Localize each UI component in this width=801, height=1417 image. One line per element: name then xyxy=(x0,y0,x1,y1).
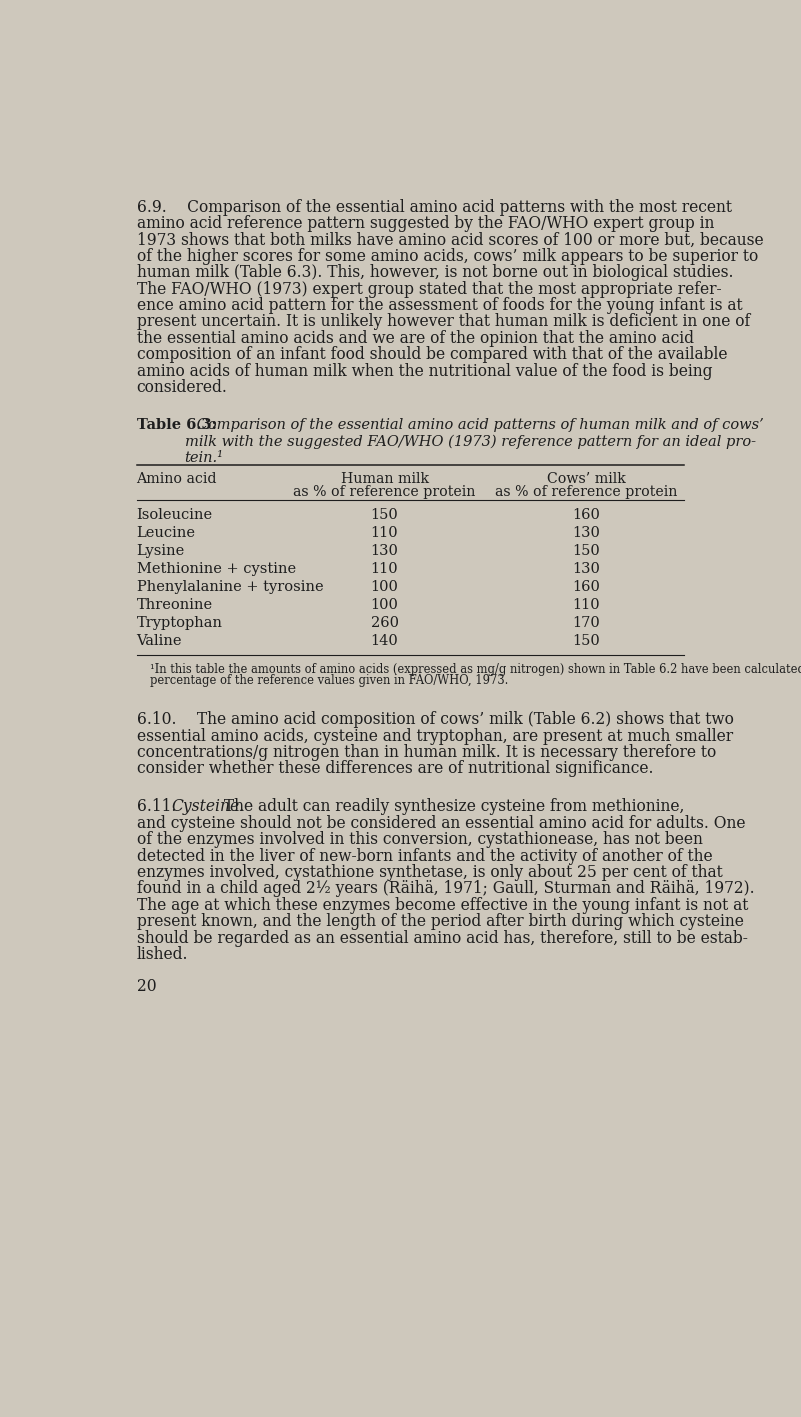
Text: of the higher scores for some amino acids, cows’ milk appears to be superior to: of the higher scores for some amino acid… xyxy=(136,248,758,265)
Text: Threonine: Threonine xyxy=(136,598,213,612)
Text: concentrations/g nitrogen than in human milk. It is necessary therefore to: concentrations/g nitrogen than in human … xyxy=(136,744,716,761)
Text: ¹In this table the amounts of amino acids (expressed as mg/g nitrogen) shown in : ¹In this table the amounts of amino acid… xyxy=(150,663,801,676)
Text: essential amino acids, cysteine and tryptophan, are present at much smaller: essential amino acids, cysteine and tryp… xyxy=(136,728,733,745)
Text: tein.¹: tein.¹ xyxy=(184,451,223,465)
Text: 6.11.: 6.11. xyxy=(136,798,196,815)
Text: Amino acid: Amino acid xyxy=(136,472,217,486)
Text: detected in the liver of new-born infants and the activity of another of the: detected in the liver of new-born infant… xyxy=(136,847,712,864)
Text: should be regarded as an essential amino acid has, therefore, still to be estab-: should be regarded as an essential amino… xyxy=(136,930,747,947)
Text: 150: 150 xyxy=(371,507,398,521)
Text: considered.: considered. xyxy=(136,378,227,395)
Text: The FAO/WHO (1973) expert group stated that the most appropriate refer-: The FAO/WHO (1973) expert group stated t… xyxy=(136,281,721,298)
Text: 110: 110 xyxy=(572,598,600,612)
Text: Cysteine.: Cysteine. xyxy=(171,798,244,815)
Text: the essential amino acids and we are of the opinion that the amino acid: the essential amino acids and we are of … xyxy=(136,330,694,347)
Text: 110: 110 xyxy=(371,561,398,575)
Text: 1973 shows that both milks have amino acid scores of 100 or more but, because: 1973 shows that both milks have amino ac… xyxy=(136,231,763,248)
Text: 170: 170 xyxy=(572,616,600,631)
Text: consider whether these differences are of nutritional significance.: consider whether these differences are o… xyxy=(136,761,653,778)
Text: amino acid reference pattern suggested by the FAO/WHO expert group in: amino acid reference pattern suggested b… xyxy=(136,215,714,232)
Text: of the enzymes involved in this conversion, cystathionease, has not been: of the enzymes involved in this conversi… xyxy=(136,832,702,849)
Text: 160: 160 xyxy=(572,580,600,594)
Text: amino acids of human milk when the nutritional value of the food is being: amino acids of human milk when the nutri… xyxy=(136,363,712,380)
Text: 130: 130 xyxy=(572,526,600,540)
Text: milk with the suggested FAO/WHO (1973) reference pattern for an ideal pro-: milk with the suggested FAO/WHO (1973) r… xyxy=(184,435,755,449)
Text: Cows’ milk: Cows’ milk xyxy=(546,472,626,486)
Text: Comparison of the essential amino acid patterns of human milk and of cows’: Comparison of the essential amino acid p… xyxy=(192,418,764,432)
Text: 160: 160 xyxy=(572,507,600,521)
Text: Methionine + cystine: Methionine + cystine xyxy=(136,561,296,575)
Text: lished.: lished. xyxy=(136,947,188,964)
Text: 260: 260 xyxy=(371,616,399,631)
Text: The adult can readily synthesize cysteine from methionine,: The adult can readily synthesize cystein… xyxy=(219,798,685,815)
Text: Table 6.3:: Table 6.3: xyxy=(136,418,216,432)
Text: present known, and the length of the period after birth during which cysteine: present known, and the length of the per… xyxy=(136,913,743,930)
Text: 100: 100 xyxy=(371,580,398,594)
Text: 110: 110 xyxy=(371,526,398,540)
Text: 150: 150 xyxy=(572,635,600,648)
Text: human milk (Table 6.3). This, however, is not borne out in biological studies.: human milk (Table 6.3). This, however, i… xyxy=(136,264,733,281)
Text: Valine: Valine xyxy=(136,635,182,648)
Text: 20: 20 xyxy=(136,978,156,995)
Text: Tryptophan: Tryptophan xyxy=(136,616,223,631)
Text: 130: 130 xyxy=(371,544,398,558)
Text: Phenylalanine + tyrosine: Phenylalanine + tyrosine xyxy=(136,580,323,594)
Text: 150: 150 xyxy=(572,544,600,558)
Text: present uncertain. It is unlikely however that human milk is deficient in one of: present uncertain. It is unlikely howeve… xyxy=(136,313,750,330)
Text: found in a child aged 2½ years (Räihä, 1971; Gaull, Sturman and Räihä, 1972).: found in a child aged 2½ years (Räihä, 1… xyxy=(136,880,755,897)
Text: Isoleucine: Isoleucine xyxy=(136,507,213,521)
Text: percentage of the reference values given in FAO/WHO, 1973.: percentage of the reference values given… xyxy=(150,674,508,687)
Text: Human milk: Human milk xyxy=(340,472,429,486)
Text: and cysteine should not be considered an essential amino acid for adults. One: and cysteine should not be considered an… xyxy=(136,815,745,832)
Text: ence amino acid pattern for the assessment of foods for the young infant is at: ence amino acid pattern for the assessme… xyxy=(136,298,743,315)
Text: 6.10.  The amino acid composition of cows’ milk (Table 6.2) shows that two: 6.10. The amino acid composition of cows… xyxy=(136,711,734,728)
Text: Leucine: Leucine xyxy=(136,526,195,540)
Text: 6.9.  Comparison of the essential amino acid patterns with the most recent: 6.9. Comparison of the essential amino a… xyxy=(136,198,731,215)
Text: 100: 100 xyxy=(371,598,398,612)
Text: as % of reference protein: as % of reference protein xyxy=(495,486,677,499)
Text: as % of reference protein: as % of reference protein xyxy=(293,486,476,499)
Text: enzymes involved, cystathione synthetase, is only about 25 per cent of that: enzymes involved, cystathione synthetase… xyxy=(136,864,723,881)
Text: 140: 140 xyxy=(371,635,398,648)
Text: composition of an infant food should be compared with that of the available: composition of an infant food should be … xyxy=(136,346,727,363)
Text: Lysine: Lysine xyxy=(136,544,185,558)
Text: The age at which these enzymes become effective in the young infant is not at: The age at which these enzymes become ef… xyxy=(136,897,748,914)
Text: 130: 130 xyxy=(572,561,600,575)
